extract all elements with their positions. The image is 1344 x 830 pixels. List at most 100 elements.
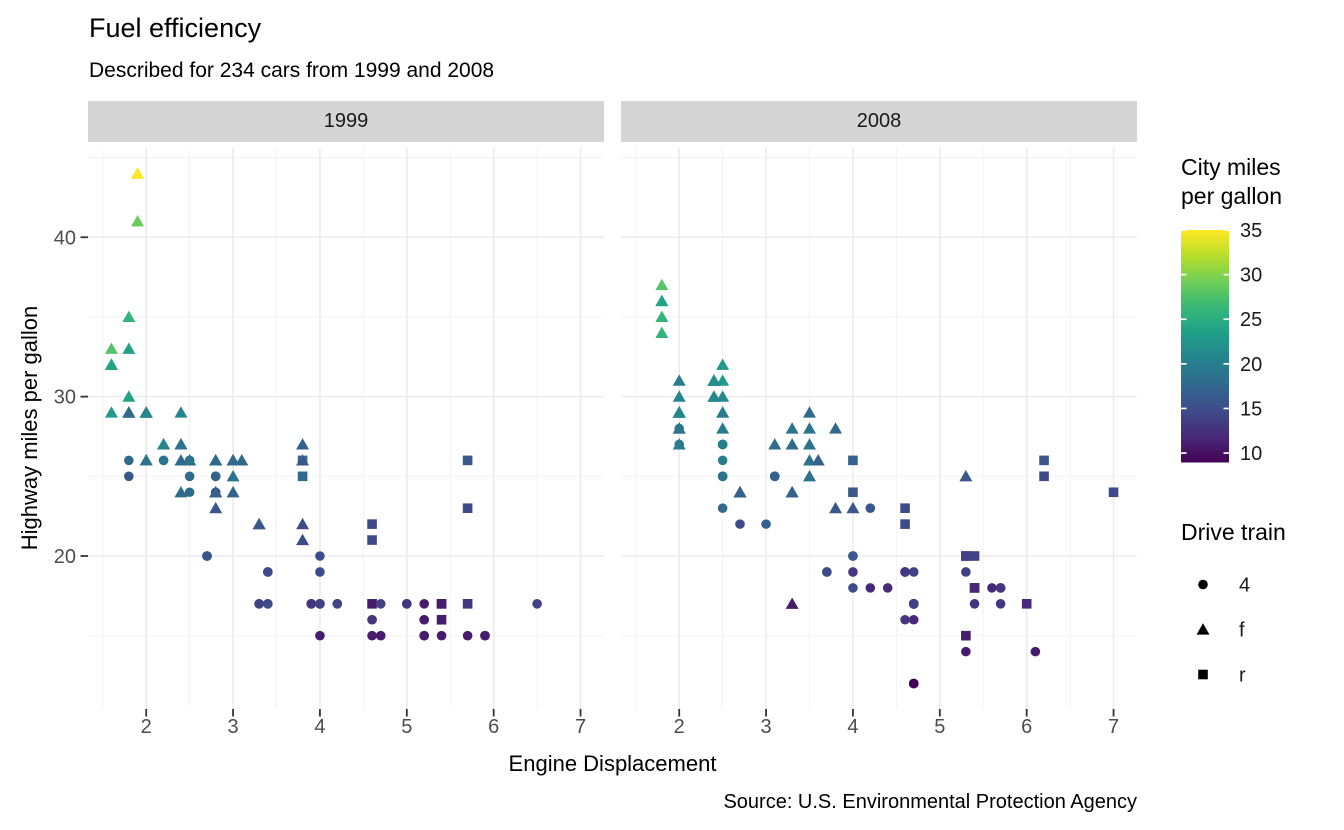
data-point [402,599,412,609]
x-tick-label: 5 [401,716,412,738]
data-point [959,470,973,482]
data-point [184,487,195,498]
data-point [131,167,145,179]
data-point [829,501,843,514]
data-point [252,517,266,530]
data-point [375,599,386,609]
y-tick-label: 40 [54,227,76,249]
data-point [1039,471,1049,482]
data-point [436,614,447,625]
data-point [848,583,858,593]
y-axis-title: Highway miles per gallon [17,305,42,551]
data-point [1039,455,1049,466]
data-point [419,614,429,625]
data-point [768,438,782,450]
data-point [296,454,310,466]
data-point [655,326,669,338]
gridlines-1999 [88,148,604,709]
data-point [716,358,730,370]
data-point [367,519,377,529]
data-point [735,519,745,529]
data-point [848,487,858,498]
y-tick-label: 20 [54,546,76,568]
x-tick-label: 6 [488,716,499,738]
data-point [655,310,669,323]
data-point [436,599,447,609]
data-point [139,406,153,418]
data-point [122,310,136,323]
data-point [811,454,825,466]
shape-legend-title: Drive train [1181,519,1286,545]
data-point [900,567,910,577]
x-tick-label: 6 [1021,716,1032,738]
data-point [104,342,118,354]
data-point [209,501,223,514]
data-point [803,438,817,450]
data-point [707,374,721,386]
points-2008 [655,278,1119,689]
x-tick-label: 3 [228,716,239,738]
data-point [184,455,195,466]
shape-legend-label: f [1239,620,1245,642]
data-point [315,630,325,641]
data-point [158,455,169,466]
data-point [332,599,343,609]
data-point [785,438,799,450]
data-point [296,438,310,450]
data-point [184,471,195,482]
data-point [900,503,910,513]
data-point [104,406,118,418]
colorbar-tick-label: 20 [1240,354,1262,376]
data-point [419,599,429,609]
data-point [716,422,730,434]
colorbar-tick-label: 25 [1240,309,1262,331]
gridlines-2008 [621,148,1137,709]
y-tick-label: 30 [54,387,76,409]
colorbar-tick-label: 30 [1240,265,1262,287]
x-tick-label: 7 [1108,716,1119,738]
data-point [848,551,858,561]
points-1999 [104,167,542,641]
data-point [122,390,136,402]
data-point [436,630,447,641]
data-point [296,533,310,546]
data-point [419,630,429,641]
data-point [462,503,473,513]
data-point [174,454,188,466]
data-point [672,374,686,386]
data-point [462,599,473,609]
facet-strip-1999: 1999 [88,101,604,142]
data-point [882,583,893,593]
facet-strip-2008: 2008 [621,101,1137,142]
data-point [995,583,1006,593]
data-point [961,630,971,641]
data-point [174,485,188,498]
data-point [122,342,136,354]
data-point [122,406,136,418]
data-point [717,439,728,450]
data-point [672,390,686,402]
data-point [829,422,843,434]
x-tick-label: 4 [314,716,325,738]
data-point [848,567,858,577]
data-point [785,597,799,609]
page-subtitle: Described for 234 cars from 1999 and 200… [89,59,495,82]
data-point [716,390,730,402]
data-point [480,630,490,641]
data-point [315,567,325,577]
data-point [157,438,171,450]
data-point [210,471,221,482]
data-point [908,614,919,625]
data-point [226,485,240,498]
data-point [803,470,817,482]
data-point [961,567,971,577]
x-axis-1999: 2 3 4 5 6 7 [141,709,586,738]
data-point [254,599,264,609]
square-legend-key-icon [1198,669,1208,680]
data-point [462,630,473,641]
data-point [139,454,153,466]
data-point [367,599,377,609]
colorbar: 10 15 20 25 30 35 [1181,220,1262,465]
